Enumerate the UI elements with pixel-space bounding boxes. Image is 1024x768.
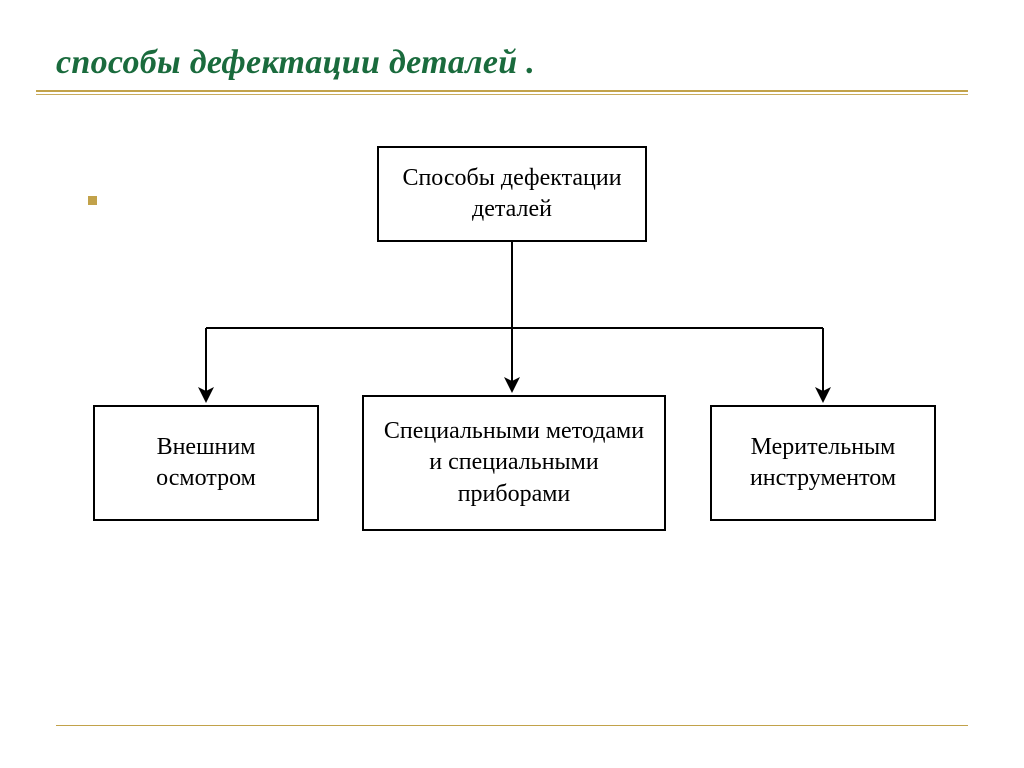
- node-special-methods-label: Специальными методамии специальнымиприбо…: [384, 416, 644, 510]
- bottom-rule: [56, 725, 968, 726]
- node-external-inspection-label: Внешнимосмотром: [156, 432, 256, 494]
- node-external-inspection: Внешнимосмотром: [93, 405, 319, 521]
- node-measuring-tool-label: Мерительныминструментом: [750, 432, 896, 494]
- node-measuring-tool: Мерительныминструментом: [710, 405, 936, 521]
- node-root: Способы дефектациидеталей: [377, 146, 647, 242]
- connectors: [0, 0, 1024, 768]
- node-root-label: Способы дефектациидеталей: [402, 163, 621, 225]
- node-special-methods: Специальными методамии специальнымиприбо…: [362, 395, 666, 531]
- slide: способы дефектации деталей . Способы деф…: [0, 0, 1024, 768]
- flowchart: Способы дефектациидеталей Внешнимосмотро…: [0, 0, 1024, 768]
